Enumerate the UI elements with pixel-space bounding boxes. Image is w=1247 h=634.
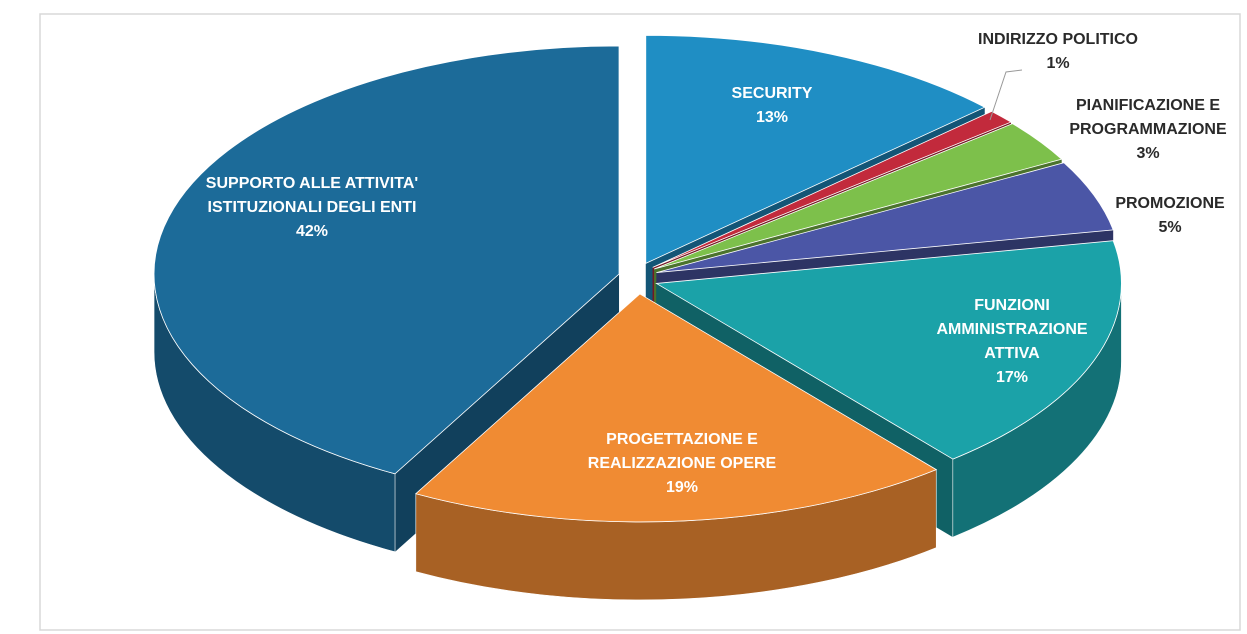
slice-label: PROGETTAZIONE E REALIZZAZIONE OPERE 19%	[552, 428, 812, 500]
value-label: 3%	[1136, 145, 1160, 162]
slice-label: INDIRIZZO POLITICO 1%	[938, 28, 1178, 76]
category-name: PROGETTAZIONE E REALIZZAZIONE OPERE	[587, 431, 777, 472]
category-name: FUNZIONI AMMINISTRAZIONE ATTIVA	[936, 297, 1088, 362]
value-label: 19%	[665, 479, 699, 496]
leader-line	[989, 69, 1023, 121]
category-name: PROMOZIONE	[1115, 195, 1225, 212]
pie-slice	[153, 45, 620, 475]
slice-label: SECURITY 13%	[712, 82, 832, 130]
category-name: PIANIFICAZIONE E PROGRAMMAZIONE	[1069, 97, 1227, 138]
pie-slice	[654, 123, 1063, 270]
chart-frame	[39, 13, 1241, 631]
value-label: 17%	[995, 369, 1029, 386]
slice-label: PROMOZIONE 5%	[1085, 192, 1247, 240]
category-name: SUPPORTO ALLE ATTIVITA' ISTITUZIONALI DE…	[205, 175, 419, 216]
value-label: 13%	[755, 109, 789, 126]
pie-slice	[415, 293, 938, 523]
slice-label: SUPPORTO ALLE ATTIVITA' ISTITUZIONALI DE…	[202, 172, 422, 244]
pie-slice	[645, 34, 986, 264]
slice-label: PIANIFICAZIONE E PROGRAMMAZIONE 3%	[1043, 94, 1247, 166]
pie-slice	[656, 162, 1114, 273]
category-name: INDIRIZZO POLITICO	[978, 31, 1138, 48]
pie-slice	[655, 240, 1122, 460]
category-name: SECURITY	[731, 85, 813, 102]
slice-label: FUNZIONI AMMINISTRAZIONE ATTIVA 17%	[912, 294, 1112, 390]
pie-slice	[652, 110, 1012, 268]
value-label: 5%	[1158, 219, 1182, 236]
value-label: 1%	[1046, 55, 1070, 72]
value-label: 42%	[295, 223, 329, 240]
